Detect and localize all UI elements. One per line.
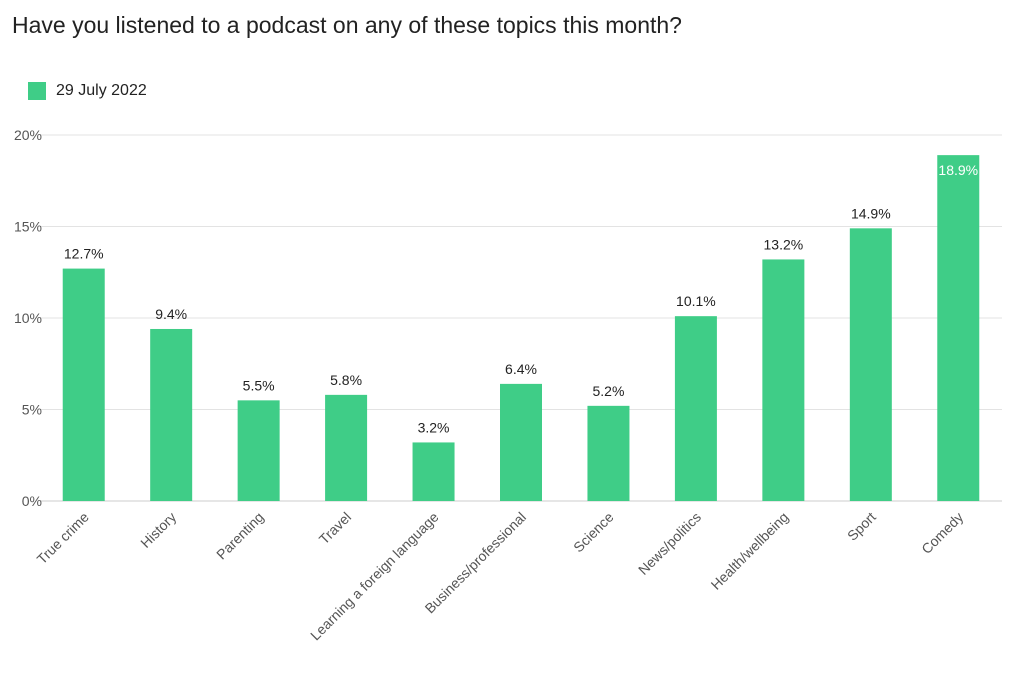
bar[interactable]	[587, 405, 630, 501]
data-label: 6.4%	[505, 361, 537, 377]
x-tick-label: Sport	[844, 509, 879, 544]
y-tick-label: 10%	[14, 310, 42, 326]
x-axis: True crime History Parenting TravelLearning…	[34, 509, 967, 644]
data-label: 14.9%	[851, 205, 891, 221]
bar[interactable]	[500, 383, 542, 501]
x-tick-label: True crime	[34, 509, 92, 567]
data-label: 5.8%	[330, 372, 362, 388]
x-tick-label: Science	[570, 509, 617, 556]
x-tick-label: News/politics	[635, 509, 704, 578]
bar[interactable]	[849, 228, 892, 501]
bar[interactable]	[937, 155, 980, 501]
bars	[62, 155, 980, 501]
x-tick-label: Travel	[316, 509, 354, 547]
data-label: 5.5%	[243, 377, 275, 393]
legend[interactable]: 29 July 2022	[28, 82, 147, 100]
bar[interactable]	[150, 328, 193, 501]
bar[interactable]	[412, 442, 455, 501]
bar[interactable]	[325, 394, 368, 501]
y-tick-label: 15%	[14, 219, 42, 235]
bar[interactable]	[674, 316, 717, 501]
bar[interactable]	[762, 259, 805, 501]
y-tick-label: 20%	[14, 127, 42, 143]
x-tick-label: Business/professional	[422, 509, 530, 617]
data-label: 13.2%	[764, 236, 804, 252]
y-tick-label: 5%	[22, 402, 42, 418]
bar[interactable]	[62, 268, 105, 501]
legend-swatch	[28, 82, 46, 100]
data-labels: 12.7% 9.4% 5.5% 5.8% 3.2% 6.4% 5.2% 10.1% 13.2% 1…	[64, 162, 978, 435]
bar[interactable]	[237, 400, 280, 501]
data-label: 12.7%	[64, 246, 104, 262]
x-tick-label: Health/wellbeing	[708, 509, 792, 593]
legend-label: 29 July 2022	[56, 82, 147, 99]
chart-title: Have you listened to a podcast on any of…	[12, 12, 682, 38]
y-tick-label: 0%	[22, 493, 42, 509]
data-label: 10.1%	[676, 293, 716, 309]
x-tick-label: History	[137, 509, 179, 551]
data-label: 18.9%	[938, 162, 978, 178]
data-label: 3.2%	[418, 419, 450, 435]
data-label: 5.2%	[592, 383, 624, 399]
data-label: 9.4%	[155, 306, 187, 322]
y-axis: 0% 5% 10% 15% 20%	[14, 127, 42, 509]
x-tick-label: Comedy	[918, 509, 966, 557]
x-tick-label: Parenting	[213, 509, 267, 563]
